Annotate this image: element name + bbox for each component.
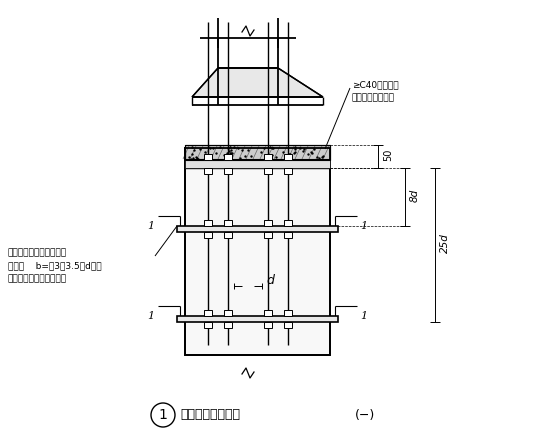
Bar	[264, 310, 272, 316]
Text: 1: 1	[147, 311, 155, 321]
Text: 1: 1	[361, 221, 367, 231]
Bar	[185, 148, 330, 355]
Bar	[204, 232, 212, 238]
Bar	[264, 232, 272, 238]
Bar	[224, 322, 232, 328]
Text: 柱脚锶栓固定支架: 柱脚锶栓固定支架	[180, 409, 240, 422]
Bar	[204, 322, 212, 328]
Text: ≥C40无收缩石: ≥C40无收缩石	[352, 80, 399, 89]
Text: 1: 1	[361, 311, 367, 321]
Bar	[284, 232, 292, 238]
Polygon shape	[192, 68, 323, 97]
Bar	[177, 316, 338, 322]
Text: 锶栓固定架角锂，通常角: 锶栓固定架角锂，通常角	[8, 248, 67, 257]
Text: 50: 50	[383, 148, 393, 161]
Bar	[284, 220, 292, 226]
Bar	[204, 154, 212, 160]
Bar	[224, 232, 232, 238]
Bar	[264, 220, 272, 226]
Text: 25d: 25d	[440, 233, 450, 253]
Bar	[177, 226, 338, 232]
Bar	[264, 168, 272, 174]
Bar	[284, 154, 292, 160]
Bar	[284, 310, 292, 316]
Bar	[284, 168, 292, 174]
Bar	[185, 160, 330, 168]
Bar	[264, 322, 272, 328]
Text: 1: 1	[158, 408, 167, 422]
Text: 锂评宽    b=（3～3.5）d，肉: 锂评宽 b=（3～3.5）d，肉	[8, 261, 101, 270]
Text: d: d	[266, 274, 274, 287]
Bar	[185, 145, 330, 160]
Bar	[185, 145, 330, 160]
Bar	[264, 154, 272, 160]
Bar	[224, 220, 232, 226]
Bar	[185, 148, 330, 355]
Bar	[204, 168, 212, 174]
Bar	[224, 168, 232, 174]
Text: 1: 1	[147, 221, 155, 231]
Text: 混凝土或锡固沙浆: 混凝土或锡固沙浆	[352, 93, 395, 102]
Bar	[204, 220, 212, 226]
Text: 厚取相应型号中之最厚者: 厚取相应型号中之最厚者	[8, 274, 67, 283]
Text: (−): (−)	[355, 409, 375, 422]
Text: 8d: 8d	[410, 188, 420, 201]
Bar	[224, 310, 232, 316]
Bar	[204, 310, 212, 316]
Bar	[224, 154, 232, 160]
Bar	[284, 322, 292, 328]
